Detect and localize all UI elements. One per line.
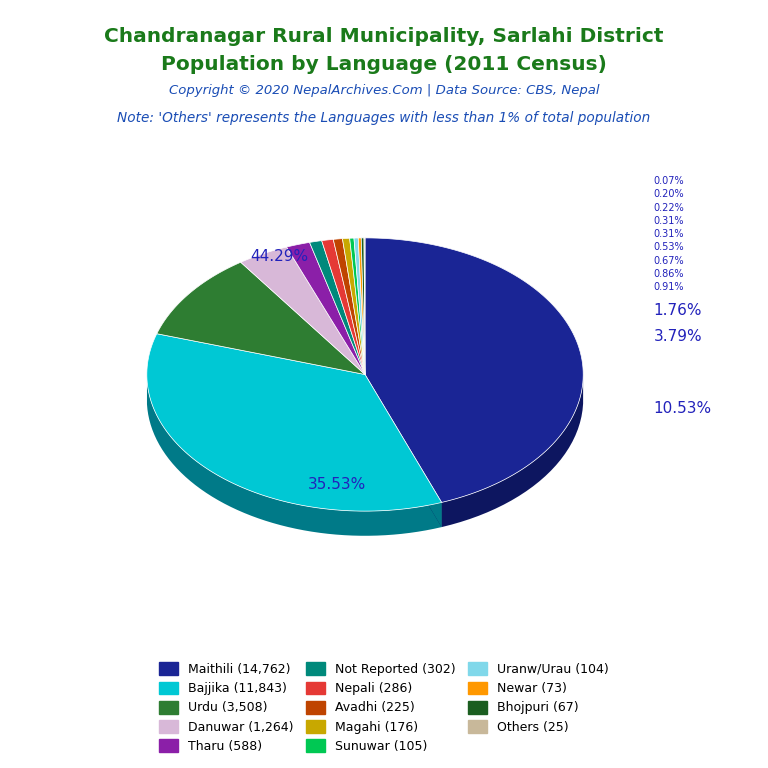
Polygon shape	[322, 240, 365, 375]
Text: Note: 'Others' represents the Languages with less than 1% of total population: Note: 'Others' represents the Languages …	[118, 111, 650, 125]
Text: 35.53%: 35.53%	[307, 477, 366, 492]
Polygon shape	[157, 262, 365, 375]
Legend: Maithili (14,762), Bajjika (11,843), Urdu (3,508), Danuwar (1,264), Tharu (588),: Maithili (14,762), Bajjika (11,843), Urd…	[154, 657, 614, 758]
Polygon shape	[361, 238, 365, 375]
Text: 0.86%: 0.86%	[654, 269, 684, 279]
Text: 0.22%: 0.22%	[654, 203, 684, 213]
Polygon shape	[349, 238, 365, 375]
Text: 0.07%: 0.07%	[654, 176, 684, 186]
Polygon shape	[358, 238, 365, 375]
Text: 10.53%: 10.53%	[654, 401, 712, 416]
Text: 0.67%: 0.67%	[654, 256, 684, 266]
Polygon shape	[365, 375, 442, 527]
Text: Copyright © 2020 NepalArchives.Com | Data Source: CBS, Nepal: Copyright © 2020 NepalArchives.Com | Dat…	[169, 84, 599, 98]
Text: 0.53%: 0.53%	[654, 243, 684, 253]
Polygon shape	[343, 238, 365, 375]
Polygon shape	[442, 379, 583, 527]
Polygon shape	[240, 247, 365, 375]
Text: Population by Language (2011 Census): Population by Language (2011 Census)	[161, 55, 607, 74]
Text: 3.79%: 3.79%	[654, 329, 702, 344]
Text: 0.31%: 0.31%	[654, 229, 684, 239]
Polygon shape	[354, 238, 365, 375]
Polygon shape	[333, 239, 365, 375]
Polygon shape	[147, 334, 442, 511]
Polygon shape	[286, 243, 365, 375]
Polygon shape	[147, 379, 442, 536]
Polygon shape	[365, 375, 442, 527]
Text: 1.76%: 1.76%	[654, 303, 702, 317]
Polygon shape	[364, 238, 365, 375]
Text: 0.31%: 0.31%	[654, 216, 684, 226]
Text: 0.91%: 0.91%	[654, 282, 684, 293]
Text: 44.29%: 44.29%	[250, 250, 309, 264]
Polygon shape	[310, 240, 365, 375]
Text: Chandranagar Rural Municipality, Sarlahi District: Chandranagar Rural Municipality, Sarlahi…	[104, 27, 664, 46]
Text: 0.20%: 0.20%	[654, 189, 684, 199]
Polygon shape	[365, 238, 583, 502]
